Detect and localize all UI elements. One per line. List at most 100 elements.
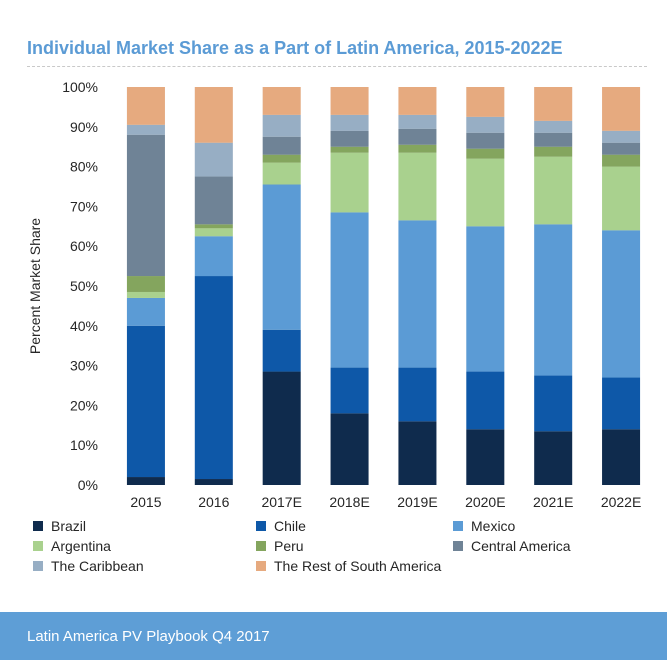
bar-segment-central-america: [398, 128, 437, 145]
legend-swatch: [453, 541, 463, 551]
bar-segment-central-america: [330, 130, 369, 147]
bar-segment-argentina: [466, 158, 505, 227]
y-tick-label: 30%: [70, 358, 98, 374]
bar-segment-brazil: [602, 429, 641, 485]
y-tick-label: 20%: [70, 397, 98, 413]
legend-swatch: [33, 521, 43, 531]
bar-segment-mexico: [466, 226, 505, 372]
footer-text: Latin America PV Playbook Q4 2017: [27, 628, 270, 645]
footer-bar: Latin America PV Playbook Q4 2017: [0, 612, 667, 660]
bar-segment-mexico: [194, 236, 233, 277]
bar-segment-central-america: [126, 134, 165, 277]
legend-label: Central America: [471, 538, 571, 554]
bar-segment-the-caribbean: [330, 114, 369, 131]
bar-segment-peru: [398, 144, 437, 153]
legend-swatch: [256, 521, 266, 531]
bar-segment-argentina: [126, 291, 165, 298]
legend-swatch: [33, 561, 43, 571]
y-tick-label: 80%: [70, 159, 98, 175]
bar-segment-peru: [126, 276, 165, 292]
bar-segment-chile: [194, 276, 233, 480]
bar-segment-chile: [126, 325, 165, 478]
bar-segment-the-caribbean: [398, 114, 437, 129]
bar-segment-brazil: [330, 413, 369, 485]
bar-segment-the-rest-of-south-america: [194, 87, 233, 143]
bar-segment-peru: [262, 154, 301, 163]
legend-label: The Rest of South America: [274, 558, 442, 574]
bar-segment-peru: [602, 154, 641, 167]
x-tick-label: 2020E: [465, 494, 505, 510]
y-tick-label: 50%: [70, 278, 98, 294]
bar-segment-the-caribbean: [534, 120, 573, 133]
bar-segment-argentina: [398, 152, 437, 221]
y-tick-label: 90%: [70, 119, 98, 135]
bar-segment-central-america: [602, 142, 641, 155]
legend-label: Mexico: [471, 518, 516, 534]
x-tick-label: 2021E: [533, 494, 573, 510]
chart-title: Individual Market Share as a Part of Lat…: [27, 38, 563, 58]
x-tick-label: 2022E: [601, 494, 641, 510]
bar-segment-mexico: [330, 212, 369, 368]
bar-segment-argentina: [602, 166, 641, 231]
legend-label: Brazil: [51, 518, 87, 534]
bar-segment-the-caribbean: [466, 116, 505, 133]
bar-segment-the-caribbean: [262, 114, 301, 137]
legend-swatch: [33, 541, 43, 551]
bar-segment-the-rest-of-south-america: [534, 87, 573, 121]
bar-segment-the-caribbean: [602, 130, 641, 143]
bar-segment-chile: [262, 329, 301, 372]
bar-segment-argentina: [194, 228, 233, 237]
bar-segment-brazil: [534, 431, 573, 485]
bar-segment-the-rest-of-south-america: [602, 87, 641, 131]
bar-segment-the-rest-of-south-america: [330, 87, 369, 115]
legend-item-peru: Peru: [256, 538, 304, 554]
x-tick-label: 2018E: [329, 494, 369, 510]
stacked-bar-chart: 0% 10% 20% 30% 40% 50% 60% 70% 80% 90% 100% Percent…: [27, 79, 641, 510]
legend-item-central-america: Central America: [453, 538, 571, 554]
bar-segment-the-rest-of-south-america: [262, 87, 301, 115]
bar-segment-chile: [534, 375, 573, 432]
y-tick-label: 100%: [62, 79, 98, 95]
y-tick-label: 60%: [70, 238, 98, 254]
legend-label: Peru: [274, 538, 304, 554]
bar-segment-central-america: [534, 132, 573, 147]
bar-segment-chile: [330, 367, 369, 414]
bar-segment-mexico: [262, 184, 301, 330]
bar-segment-the-rest-of-south-america: [398, 87, 437, 115]
legend-item-chile: Chile: [256, 518, 306, 534]
bar-segment-peru: [330, 146, 369, 153]
legend-item-the-caribbean: The Caribbean: [33, 558, 144, 574]
legend-label: Argentina: [51, 538, 111, 554]
legend-item-mexico: Mexico: [453, 518, 515, 534]
legend-label: The Caribbean: [51, 558, 144, 574]
legend-item-brazil: Brazil: [33, 518, 86, 534]
y-tick-label: 10%: [70, 437, 98, 453]
legend-swatch: [256, 561, 266, 571]
bar-segment-peru: [534, 146, 573, 157]
legend-label: Chile: [274, 518, 306, 534]
y-tick-label: 0%: [78, 477, 98, 493]
y-tick-label: 70%: [70, 198, 98, 214]
bar-segment-brazil: [126, 477, 165, 485]
x-tick-label: 2017E: [261, 494, 301, 510]
bar-segment-chile: [602, 377, 641, 430]
title-divider: [27, 66, 647, 67]
legend-item-argentina: Argentina: [33, 538, 111, 554]
bar-segment-peru: [194, 224, 233, 229]
bar-segment-the-rest-of-south-america: [466, 87, 505, 117]
x-tick-label: 2015: [130, 494, 161, 510]
y-axis-label: Percent Market Share: [27, 218, 43, 354]
bar-segment-brazil: [262, 371, 301, 485]
bar-segment-central-america: [466, 132, 505, 149]
bar-segment-the-caribbean: [194, 142, 233, 177]
bar-segment-mexico: [534, 224, 573, 376]
bar-segment-central-america: [262, 136, 301, 155]
bar-segment-chile: [466, 371, 505, 430]
bar-segment-brazil: [398, 421, 437, 485]
bar-segment-the-rest-of-south-america: [126, 87, 165, 125]
bar-segment-mexico: [602, 230, 641, 378]
legend-swatch: [256, 541, 266, 551]
legend-swatch: [453, 521, 463, 531]
x-tick-label: 2019E: [397, 494, 437, 510]
bar-segment-mexico: [398, 220, 437, 368]
